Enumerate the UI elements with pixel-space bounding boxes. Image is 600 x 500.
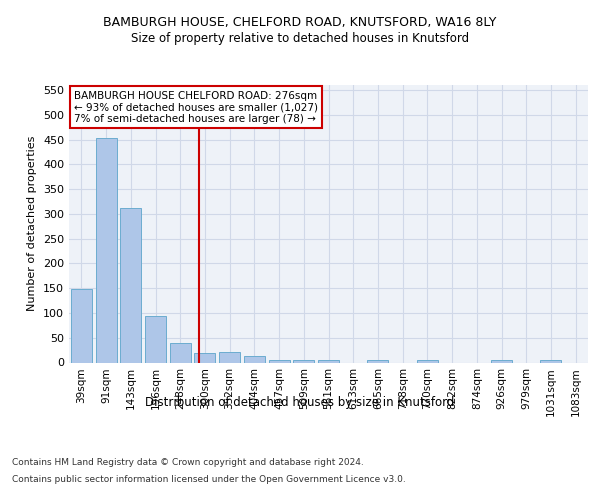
Text: Contains HM Land Registry data © Crown copyright and database right 2024.: Contains HM Land Registry data © Crown c… — [12, 458, 364, 467]
Text: BAMBURGH HOUSE CHELFORD ROAD: 276sqm
← 93% of detached houses are smaller (1,027: BAMBURGH HOUSE CHELFORD ROAD: 276sqm ← 9… — [74, 90, 318, 124]
Text: Size of property relative to detached houses in Knutsford: Size of property relative to detached ho… — [131, 32, 469, 45]
Bar — [244, 356, 265, 362]
Bar — [367, 360, 388, 362]
Bar — [95, 138, 116, 362]
Text: Contains public sector information licensed under the Open Government Licence v3: Contains public sector information licen… — [12, 474, 406, 484]
Bar — [293, 360, 314, 362]
Bar — [491, 360, 512, 362]
Bar — [269, 360, 290, 362]
Bar — [417, 360, 438, 362]
Bar — [145, 316, 166, 362]
Y-axis label: Number of detached properties: Number of detached properties — [28, 136, 37, 312]
Bar — [219, 352, 240, 362]
Bar — [71, 289, 92, 362]
Text: Distribution of detached houses by size in Knutsford: Distribution of detached houses by size … — [145, 396, 455, 409]
Bar — [120, 208, 141, 362]
Bar — [170, 342, 191, 362]
Text: BAMBURGH HOUSE, CHELFORD ROAD, KNUTSFORD, WA16 8LY: BAMBURGH HOUSE, CHELFORD ROAD, KNUTSFORD… — [103, 16, 497, 29]
Bar — [541, 360, 562, 362]
Bar — [194, 352, 215, 362]
Bar — [318, 360, 339, 362]
